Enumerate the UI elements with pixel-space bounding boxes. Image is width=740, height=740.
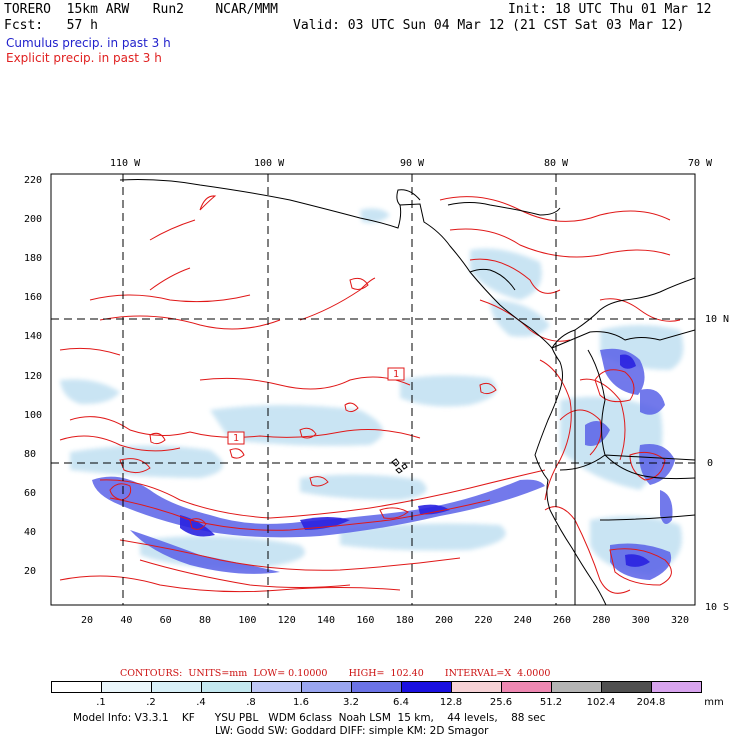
colorbar-swatch [301, 681, 352, 693]
colorbar-swatch [101, 681, 152, 693]
contour-label-boxes [227, 367, 405, 445]
x-tick-label: 180 [395, 615, 414, 626]
contour-label-1: 1 [233, 433, 240, 444]
lon-label-90w: 90 W [400, 158, 425, 169]
lat-label-10n: 10 N [705, 314, 730, 325]
explicit-precip-contours [59, 195, 681, 594]
colorbar-tick-label: 1.6 [293, 697, 309, 708]
x-tick-label: 20 [81, 615, 94, 626]
x-tick-label: 200 [435, 615, 454, 626]
x-tick-label: 220 [474, 615, 493, 626]
model-info: Model Info: V3.3.1 KF YSU PBL WDM 6class… [73, 712, 546, 724]
x-tick-label: 140 [317, 615, 336, 626]
colorbar-tick-label: 204.8 [636, 697, 666, 708]
y-tick-label: 20 [24, 566, 37, 577]
colorbar-tick-label: .4 [196, 697, 206, 708]
colorbar-swatch [51, 681, 102, 693]
colorbar-swatch [151, 681, 202, 693]
y-tick-label: 120 [24, 370, 43, 382]
colorbar-swatch [551, 681, 602, 693]
contours-info: CONTOURS: UNITS=mm LOW= 0.10000 HIGH= 10… [120, 668, 551, 679]
legend-cumulus: Cumulus precip. in past 3 h [6, 36, 171, 50]
cumulus-peak-shading [180, 354, 650, 567]
colorbar-tick-label: 6.4 [393, 697, 409, 708]
x-tick-label: 120 [277, 615, 296, 626]
y-tick-label: 220 [24, 175, 43, 186]
colorbar-tick-label: 25.6 [489, 697, 513, 708]
colorbar-swatch [651, 681, 702, 693]
lat-lon-grid [51, 174, 695, 605]
coastlines [119, 179, 695, 605]
colorbar-swatch [251, 681, 302, 693]
colorbar-tick-label: .2 [146, 697, 156, 708]
y-tick-label: 80 [24, 448, 37, 460]
colorbar-tick-label: .8 [246, 697, 256, 708]
y-tick-label: 200 [24, 214, 43, 226]
colorbar-tick-label: 12.8 [439, 697, 463, 708]
colorbar-tick-label: 102.4 [586, 697, 616, 708]
x-tick-label: 80 [199, 615, 212, 626]
x-tick-label: 60 [159, 615, 172, 626]
valid-time: Valid: 03 UTC Sun 04 Mar 12 (21 CST Sat … [293, 18, 685, 33]
lon-label-80w: 80 W [544, 158, 569, 169]
x-tick-label: 160 [356, 615, 375, 626]
colorbar-tick-label: 3.2 [343, 697, 359, 708]
contour-label-2: 1 [393, 369, 400, 380]
colorbar-swatch [601, 681, 652, 693]
map-frame [50, 173, 696, 606]
y-tick-label: 100 [24, 409, 43, 421]
y-tick-label: 180 [24, 253, 43, 265]
lon-label-100w: 100 W [254, 158, 285, 169]
y-tick-label: 40 [24, 526, 37, 538]
model-run-title: TORERO 15km ARW Run2 NCAR/MMM [4, 2, 278, 17]
lon-label-70w: 70 W [688, 158, 713, 169]
lon-label-110w: 110 W [110, 158, 141, 169]
colorbar-unit: mm [704, 697, 724, 708]
x-tick-label: 260 [553, 615, 572, 626]
x-tick-label: 40 [120, 615, 133, 626]
colorbar-swatch [451, 681, 502, 693]
legend-explicit: Explicit precip. in past 3 h [6, 51, 162, 65]
x-tick-label: 320 [671, 615, 690, 626]
x-tick-label: 240 [513, 615, 532, 626]
init-time: Init: 18 UTC Thu 01 Mar 12 [508, 2, 712, 17]
colorbar-swatch [501, 681, 552, 693]
colorbar-swatch [401, 681, 452, 693]
x-tick-label: 300 [631, 615, 650, 626]
y-tick-label: 160 [24, 292, 43, 304]
colorbar-tick-label: .1 [96, 697, 106, 708]
colorbar-swatch [201, 681, 252, 693]
y-tick-label: 140 [24, 331, 43, 343]
colorbar-swatch [351, 681, 402, 693]
physics-info: LW: Godd SW: Goddard DIFF: simple KM: 2D… [215, 725, 489, 737]
y-tick-label: 60 [24, 487, 37, 499]
lat-label-10s: 10 S [705, 602, 730, 613]
x-tick-label: 280 [592, 615, 611, 626]
lat-label-0: 0 [707, 458, 714, 469]
colorbar-tick-label: 51.2 [539, 697, 563, 708]
forecast-hour: Fcst: 57 h [4, 18, 98, 33]
x-tick-label: 100 [238, 615, 257, 626]
